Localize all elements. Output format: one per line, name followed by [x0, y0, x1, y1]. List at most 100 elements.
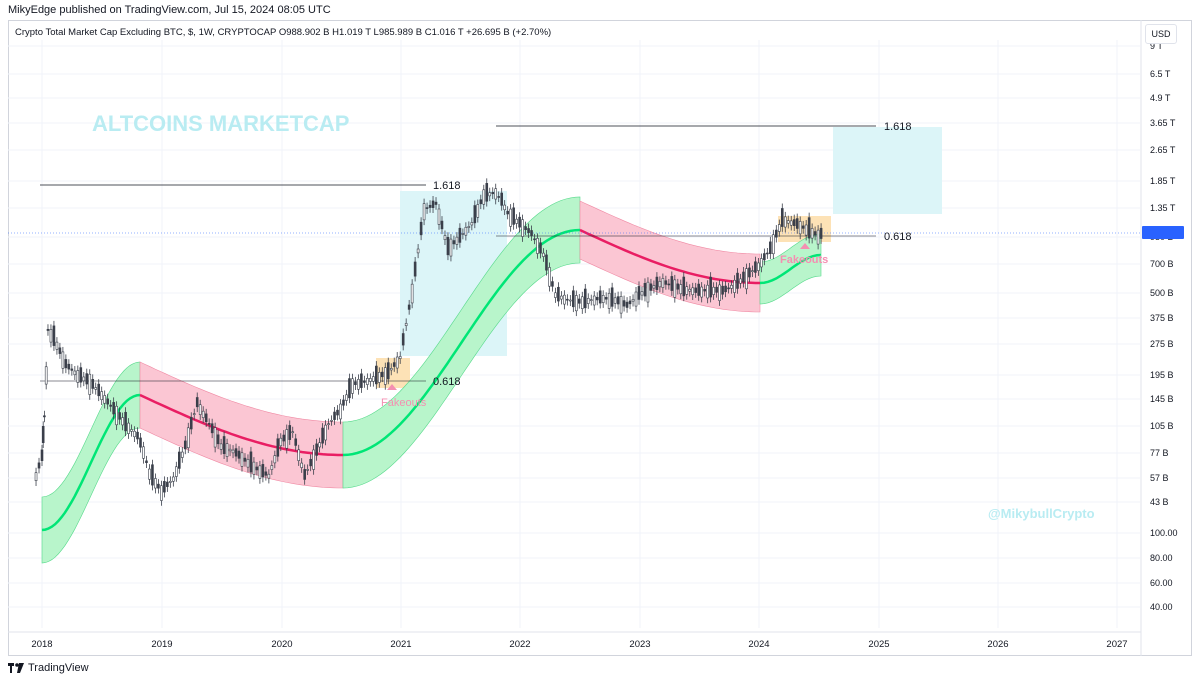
footer-brand: TradingView [28, 662, 89, 674]
candle-body [461, 233, 465, 235]
candle-body [255, 466, 259, 471]
candle-body [389, 368, 393, 371]
candle-body [94, 387, 98, 390]
candle-body [372, 376, 375, 382]
candle-body [154, 478, 157, 489]
candle-body [115, 405, 118, 426]
candle-body [700, 286, 703, 298]
fakeout-arrow-icon [387, 384, 397, 390]
candle-body [130, 429, 133, 432]
candle-body [285, 429, 289, 449]
candle-body [297, 449, 301, 461]
candle-body [769, 241, 772, 254]
candle-body [395, 356, 399, 369]
candle-body [249, 451, 253, 473]
footer[interactable]: TradingView [8, 660, 89, 676]
candle-body [37, 462, 41, 469]
candle-body [357, 378, 360, 390]
x-tick-label: 2018 [31, 639, 52, 650]
candle-body [169, 480, 172, 483]
candle-body [503, 204, 506, 211]
y-tick-label: 700 B [1150, 259, 1174, 269]
candle-body [44, 366, 48, 385]
candle-body [288, 425, 292, 440]
target-zone-2025 [833, 127, 942, 214]
candle-body [422, 203, 426, 221]
candle-body [706, 284, 709, 299]
y-tick-label: 100.00 [1150, 528, 1178, 538]
candle-body [786, 220, 790, 224]
candle-body [70, 368, 74, 371]
candle-body [192, 413, 196, 415]
candle-body [473, 205, 477, 224]
candle-body [586, 298, 590, 304]
candle-body [276, 438, 280, 457]
candle-body [745, 268, 748, 290]
y-tick-label: 80.00 [1150, 553, 1173, 563]
candle-body [763, 253, 766, 261]
candle-body [682, 276, 686, 297]
candle-body [246, 459, 250, 468]
candle-body [333, 411, 336, 420]
candle-body [49, 329, 53, 343]
candle-body [183, 440, 187, 450]
candle-body [79, 367, 83, 383]
candle-body [476, 204, 480, 218]
candle-body [41, 426, 45, 443]
candle-body [67, 363, 71, 370]
candle-body [470, 222, 474, 226]
x-tick-label: 2025 [868, 639, 889, 650]
y-tick-label: 6.5 T [1150, 69, 1171, 79]
candle-body [76, 370, 80, 383]
fib-label-0618-a: 0.618 [433, 376, 461, 388]
candle-body [166, 481, 169, 487]
candle-body [207, 423, 211, 425]
candle-body [52, 325, 56, 346]
candle-body [375, 365, 378, 385]
candle-body [595, 296, 599, 301]
candle-body [628, 300, 632, 305]
candle-body [324, 424, 327, 441]
grid [8, 40, 1140, 628]
candle-body [378, 372, 381, 383]
candle-body [213, 427, 217, 448]
candles [34, 178, 823, 506]
candle-body [819, 227, 823, 239]
candle-body [175, 466, 178, 477]
candle-body [592, 295, 596, 306]
candle-body [252, 461, 256, 475]
candle-body [613, 297, 617, 304]
candle-body [225, 443, 229, 457]
y-tick-label: 77 B [1150, 448, 1169, 458]
y-tick-label: 145 B [1150, 394, 1174, 404]
candle-body [563, 294, 566, 305]
candle-body [309, 458, 312, 467]
candle-body [548, 267, 551, 287]
candle-body [739, 278, 742, 284]
candle-body [780, 208, 784, 227]
candle-body [336, 409, 339, 416]
candle-body [658, 281, 662, 288]
candle-body [721, 285, 724, 295]
y-tick-label: 40.00 [1150, 602, 1173, 612]
candle-body [685, 286, 689, 295]
candle-body [61, 351, 65, 369]
currency-button[interactable]: USD [1145, 24, 1177, 44]
candle-body [437, 208, 441, 225]
candle-body [360, 373, 363, 388]
candle-body [369, 378, 372, 382]
candle-body [676, 283, 680, 290]
fakeout-arrow-icon [800, 243, 810, 249]
candle-body [312, 449, 315, 470]
fib-label-1618-b: 1.618 [884, 121, 912, 133]
candle-body [300, 462, 303, 468]
y-tick-label: 500 B [1150, 288, 1174, 298]
candle-body [237, 450, 241, 459]
candle-body [210, 423, 214, 434]
chart-frame[interactable] [8, 20, 1192, 656]
candle-body [431, 200, 435, 208]
candle-body [136, 431, 139, 440]
candle-body [500, 192, 503, 206]
candle-body [646, 281, 650, 303]
